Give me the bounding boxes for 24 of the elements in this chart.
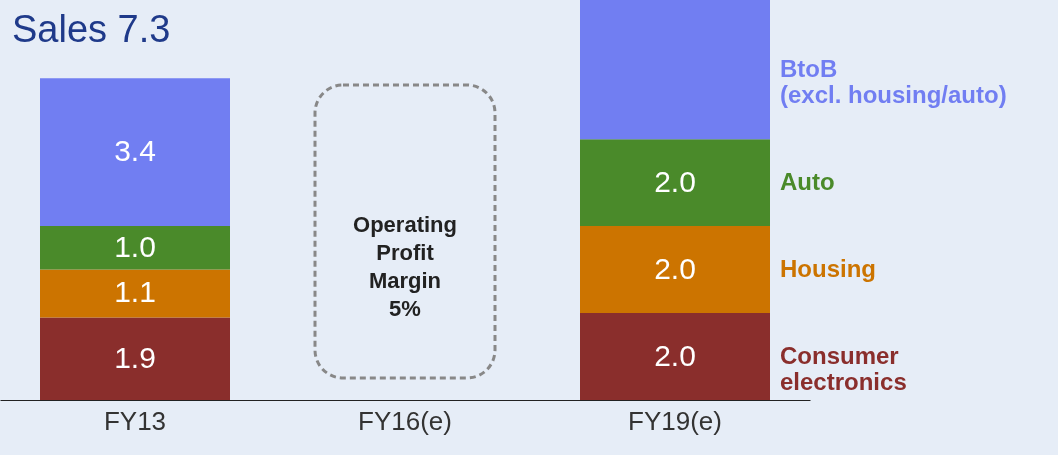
data-label: 2.0 [654,164,696,198]
bar [40,317,230,400]
x-tick-label: FY19(e) [628,405,722,436]
chart-title: Sales 7.3 [12,8,171,50]
bar [40,269,230,318]
bar [580,313,770,400]
data-label: 2.0 [654,251,696,285]
bar [580,226,770,314]
data-label: 1.0 [114,229,156,263]
bar [580,139,770,227]
bar [40,78,230,227]
bar [580,0,770,140]
bar [40,226,230,270]
annotation: Operating Profit Margin 5% [353,212,457,321]
x-tick-label: FY13 [103,405,167,436]
x-tick-label: FY16(e) [358,405,452,436]
series-label: BtoB (excl. housing/auto) [780,54,1007,108]
series-label: Housing [780,254,876,282]
series-label: Consumer electronics [780,341,907,395]
data-label: 3.4 [114,134,156,168]
data-label: 1.1 [114,275,156,309]
series-label: Auto [780,167,835,195]
data-label: 2.0 [654,338,696,372]
data-label: 1.9 [114,340,156,374]
